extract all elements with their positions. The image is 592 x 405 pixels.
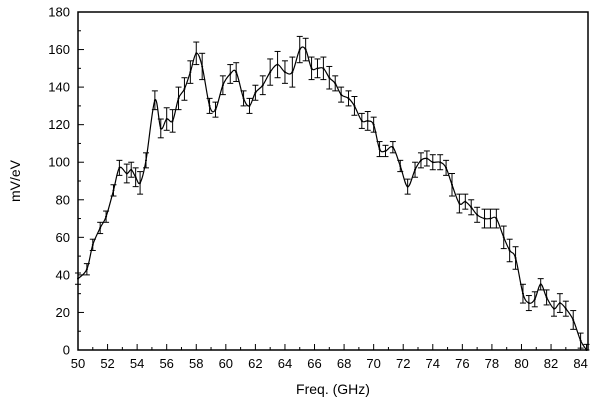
y-tick-label: 180 (48, 5, 70, 20)
error-bars (75, 35, 590, 351)
x-axis-tick-labels: 50 52 54 56 58 60 62 64 66 68 70 72 74 76 78 80 82 84 (71, 356, 588, 371)
x-tick-label: 84 (573, 356, 587, 371)
x-axis-title: Freq. (GHz) (296, 381, 370, 397)
y-tick-label: 40 (56, 267, 70, 282)
y-tick-label: 20 (56, 305, 70, 320)
y-axis-tick-labels: 0 20 40 60 80 100 120 140 160 180 (48, 5, 70, 358)
x-tick-label: 72 (396, 356, 410, 371)
x-tick-label: 50 (71, 356, 85, 371)
x-tick-label: 68 (337, 356, 351, 371)
series-line (77, 46, 588, 351)
y-tick-label: 80 (56, 192, 70, 207)
x-tick-label: 80 (514, 356, 528, 371)
x-tick-label: 54 (130, 356, 144, 371)
x-tick-label: 82 (544, 356, 558, 371)
y-tick-label: 100 (48, 155, 70, 170)
x-tick-label: 66 (307, 356, 321, 371)
plot-area (77, 11, 589, 351)
x-tick-label: 52 (100, 356, 114, 371)
x-tick-label: 74 (426, 356, 440, 371)
x-tick-label: 64 (278, 356, 292, 371)
x-tick-label: 62 (248, 356, 262, 371)
y-tick-label: 160 (48, 42, 70, 57)
x-tick-label: 76 (455, 356, 469, 371)
y-axis-ticks (78, 11, 84, 351)
y-tick-label: 140 (48, 80, 70, 95)
y-tick-label: 0 (63, 343, 70, 358)
x-tick-label: 58 (189, 356, 203, 371)
error-bar (75, 272, 81, 285)
x-tick-label: 70 (366, 356, 380, 371)
y-tick-label: 60 (56, 230, 70, 245)
x-axis-ticks (77, 344, 582, 350)
x-tick-label: 60 (219, 356, 233, 371)
y-axis-title: mV/eV (7, 159, 23, 202)
y-tick-label: 120 (48, 117, 70, 132)
x-tick-label: 78 (485, 356, 499, 371)
x-tick-label: 56 (159, 356, 173, 371)
